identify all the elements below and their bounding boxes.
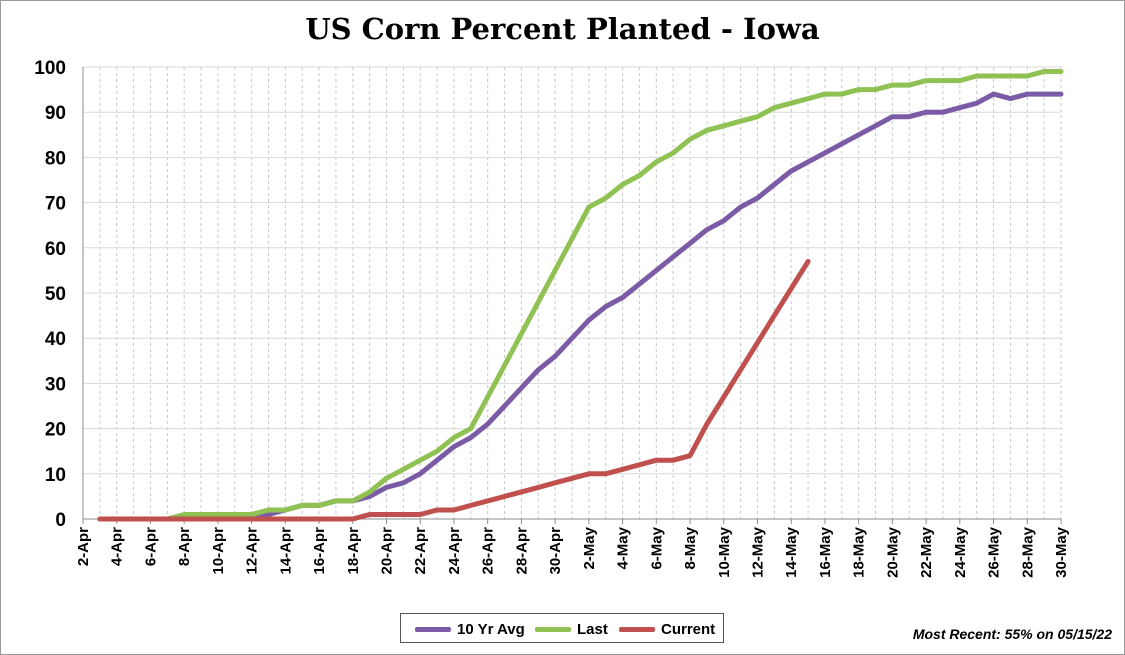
x-tick-label: 16-Apr [311,527,328,575]
series-line-current [97,258,811,522]
x-tick-label: 26-May [986,526,1003,578]
x-tick-label: 22-May [918,526,935,578]
legend: 10 Yr Avg Last Current [400,613,724,643]
series-line-last [97,69,1064,522]
x-tick-label: 8-Apr [176,527,193,566]
chart-title: US Corn Percent Planted - Iowa [305,12,820,46]
x-tick-label: 6-May [648,526,665,569]
x-tick-label: 12-Apr [244,527,261,575]
y-tick-label: 0 [55,510,66,531]
x-tick-label: 14-Apr [277,527,294,575]
x-tick-label: 20-May [884,526,901,578]
x-tick-label: 20-Apr [379,527,396,575]
x-tick-label: 18-Apr [345,527,362,575]
legend-swatch-10yr-avg [415,626,451,632]
x-tick-label: 18-May [851,526,868,578]
legend-label-10yr-avg: 10 Yr Avg [457,620,525,638]
x-tick-label: 10-Apr [210,527,227,575]
x-tick-label: 14-May [783,526,800,578]
y-tick-label: 70 [45,194,66,215]
x-tick-label: 24-May [952,526,969,578]
y-tick-label: 30 [45,374,66,395]
x-tick-label: 16-May [817,526,834,578]
y-tick-label: 100 [34,58,66,79]
legend-label-current: Current [661,620,716,638]
y-tick-label: 40 [45,329,66,350]
x-tick-label: 10-May [716,526,733,578]
x-tick-label: 8-May [682,526,699,569]
x-tick-label: 30-Apr [547,527,564,575]
legend-item-last: Last [535,619,608,639]
y-tick-label: 20 [45,420,66,441]
x-tick-label: 4-May [615,526,632,569]
x-tick-label: 28-May [1019,526,1036,578]
y-tick-label: 60 [45,239,66,260]
x-axis-ticks: 2-Apr 4-Apr 6-Apr 8-Apr 10-Apr 12-Apr 14-Apr 16… [75,519,1070,578]
x-tick-label: 30-May [1053,526,1070,578]
x-tick-label: 2-Apr [75,527,92,566]
y-axis-ticks: 0 10 20 30 40 50 60 70 80 90 100 [34,58,66,531]
x-tick-label: 26-Apr [480,527,497,575]
x-tick-label: 12-May [749,526,766,578]
x-tick-label: 6-Apr [142,527,159,566]
x-tick-label: 4-Apr [109,527,126,566]
legend-item-10yr-avg: 10 Yr Avg [415,619,525,639]
series-lines [97,69,1064,522]
most-recent-annotation: Most Recent: 55% on 05/15/22 [912,626,1112,642]
gridlines [82,66,1062,520]
legend-label-last: Last [577,620,608,638]
legend-item-current: Current [619,619,715,639]
x-tick-label: 22-Apr [412,527,429,575]
legend-swatch-last [535,626,571,632]
legend-swatch-current [619,626,655,632]
y-tick-label: 80 [45,148,66,169]
x-tick-label: 28-Apr [513,527,530,575]
y-tick-label: 90 [45,103,66,124]
y-tick-label: 10 [45,465,66,486]
x-tick-label: 2-May [581,526,598,569]
x-tick-label: 24-Apr [446,527,463,575]
y-tick-label: 50 [45,284,66,305]
